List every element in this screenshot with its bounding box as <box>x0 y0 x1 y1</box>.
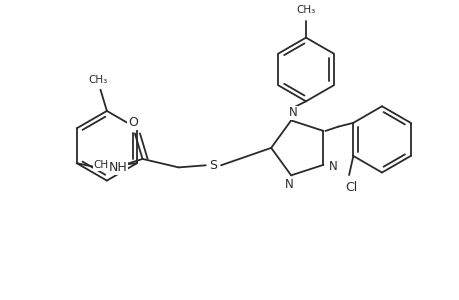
Text: CH₃: CH₃ <box>89 75 108 85</box>
Text: N: N <box>284 178 293 191</box>
Text: CH₃: CH₃ <box>296 5 315 15</box>
Text: S: S <box>209 159 217 172</box>
Text: Cl: Cl <box>344 181 357 194</box>
Text: CH₃: CH₃ <box>93 160 112 170</box>
Text: N: N <box>288 106 297 119</box>
Text: NH: NH <box>108 161 127 174</box>
Text: N: N <box>328 160 336 173</box>
Text: O: O <box>128 116 137 129</box>
